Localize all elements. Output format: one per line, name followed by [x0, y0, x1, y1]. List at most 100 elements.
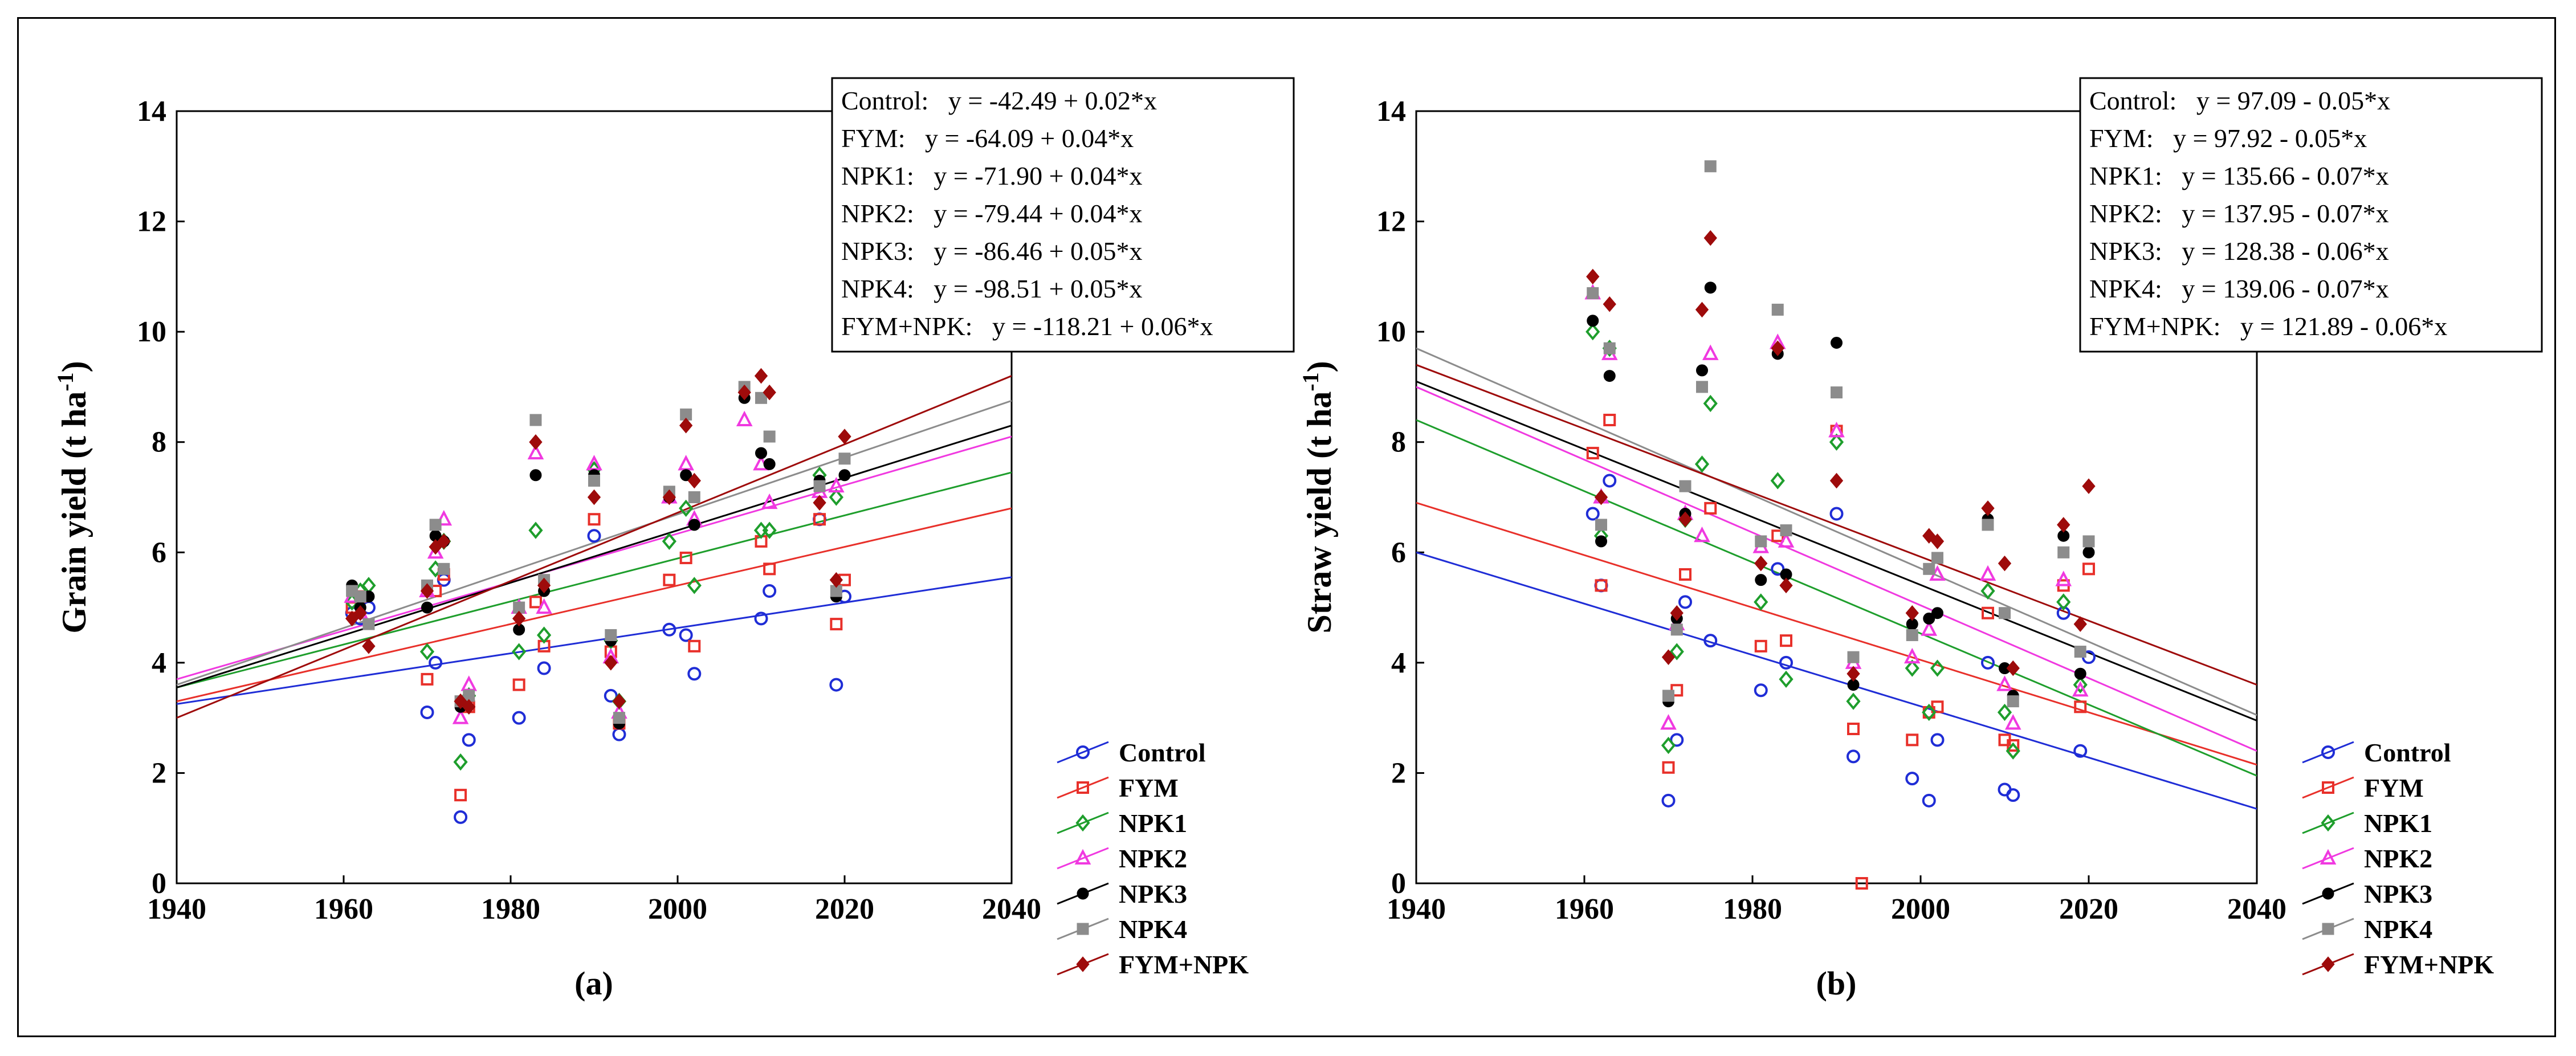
legend-label-fym-plus-npk: FYM+NPK [2364, 950, 2494, 979]
y-tick-label: 10 [1376, 316, 1406, 348]
data-point-npk2 [1694, 526, 1710, 543]
series-npk4 [346, 381, 851, 724]
fit-line-fym [1416, 502, 2257, 766]
data-point-npk4 [1587, 287, 1599, 299]
data-point-npk1 [419, 643, 435, 660]
data-point-control [2006, 788, 2020, 802]
equation-text: NPK4: y = 139.06 - 0.07*x [2089, 274, 2389, 303]
legend-label-fym: FYM [1119, 773, 1179, 802]
x-tick-label: 1980 [481, 893, 540, 925]
data-point-fym-plus-npk [1981, 500, 1995, 516]
data-point-fym-plus-npk [662, 489, 676, 505]
data-point-control [420, 705, 434, 719]
x-tick-label: 2040 [982, 893, 1041, 925]
data-point-npk2 [527, 443, 544, 460]
data-point-npk4 [1999, 607, 2011, 619]
data-point-npk1 [512, 643, 527, 660]
data-point-npk1 [536, 626, 552, 644]
data-point-npk4 [1906, 629, 1918, 641]
data-point-control [1603, 474, 1617, 488]
data-point-control [1661, 793, 1676, 808]
data-point-fym-plus-npk [420, 583, 434, 599]
panel-a: 0 2 4 6 8 10 12 14 1940 1960 1980 2000 2020 2040 Grain… [52, 77, 1295, 1002]
data-point-fym-plus-npk [754, 368, 768, 384]
equation-text: NPK2: y = -79.44 + 0.04*x [841, 199, 1143, 228]
legend-marker-fym-plus-npk [1076, 956, 1090, 972]
equation-text: NPK2: y = 137.95 - 0.07*x [2089, 199, 2389, 228]
data-point-fym-plus-npk [1771, 340, 1784, 356]
data-point-control [1670, 733, 1684, 747]
data-point-npk4 [1696, 381, 1708, 393]
y-axis-label: Straw yield (t ha-1) [1298, 361, 1339, 633]
legend-marker-control [1076, 745, 1090, 759]
data-point-fym-plus-npk [1594, 489, 1608, 505]
data-point-fym-plus-npk [612, 693, 626, 710]
data-point-npk2 [1778, 532, 1795, 548]
data-point-npk1 [1703, 394, 1718, 413]
data-point-npk1 [1754, 593, 1768, 611]
data-point-fym-plus-npk [1922, 528, 1936, 544]
legend-line-fym [1057, 776, 1109, 799]
data-point-npk1 [679, 499, 694, 517]
data-point-npk4 [1847, 651, 1860, 663]
data-point-npk1 [762, 521, 777, 539]
data-point-npk1 [2056, 593, 2071, 611]
legend-marker-npk4 [1077, 923, 1089, 935]
data-point-npk4 [429, 519, 442, 531]
data-point-fym-plus-npk [353, 605, 367, 621]
data-point-npk4 [1780, 524, 1792, 537]
y-tick-label: 4 [1391, 647, 1406, 679]
data-point-npk1 [662, 532, 676, 551]
data-point-fym-plus-npk [2082, 478, 2096, 494]
data-point-control [512, 711, 526, 725]
data-point-npk4 [2057, 546, 2070, 558]
data-point-fym [2082, 562, 2095, 576]
data-point-npk4 [1831, 386, 1843, 399]
fit-line-fym [177, 507, 1012, 703]
x-tick-label: 1940 [1387, 893, 1446, 925]
data-point-npk3 [2082, 546, 2095, 558]
data-point-control [687, 667, 702, 681]
data-point-control [1905, 772, 1919, 786]
data-point-fym [1586, 447, 1599, 460]
equation-text: FYM: y = -64.09 + 0.04*x [841, 124, 1134, 153]
data-point-fym [512, 678, 525, 691]
data-point-npk1 [528, 521, 543, 539]
x-tick-label: 1960 [314, 893, 373, 925]
y-tick-label: 0 [152, 867, 166, 900]
data-point-npk2 [1702, 344, 1719, 360]
data-point-npk4 [1679, 480, 1691, 492]
data-point-fym-plus-npk [529, 434, 543, 450]
data-point-npk3 [1704, 282, 1717, 294]
legend-label-npk3: NPK3 [1119, 879, 1187, 908]
data-point-fym [454, 789, 467, 802]
data-point-fym-plus-npk [2006, 660, 2020, 676]
equation-text: Control: y = 97.09 - 0.05*x [2089, 86, 2390, 115]
data-point-fym-plus-npk [587, 489, 601, 505]
data-point-fym-plus-npk [829, 572, 843, 588]
data-point-fym-plus-npk [1930, 533, 1945, 549]
data-point-npk4 [2007, 695, 2019, 708]
data-point-control [1678, 595, 1692, 609]
data-point-npk4 [763, 430, 776, 443]
data-point-npk3 [838, 469, 851, 482]
plot-area [176, 110, 1013, 884]
data-point-fym [1754, 639, 1767, 653]
equation-text: NPK3: y = 128.38 - 0.06*x [2089, 237, 2389, 266]
data-point-control [462, 733, 476, 747]
equation-text: FYM: y = 97.92 - 0.05*x [2089, 124, 2367, 153]
data-point-npk4 [1662, 690, 1674, 702]
data-point-npk4 [613, 712, 625, 724]
legend-marker-fym-plus-npk [2321, 956, 2335, 972]
legend-line-fym [2302, 776, 2354, 799]
equation-text: NPK4: y = -98.51 + 0.05*x [841, 274, 1143, 303]
series-fym-plus-npk [1586, 230, 2096, 682]
data-point-fym-plus-npk [437, 533, 451, 549]
data-point-control [537, 661, 551, 675]
data-point-fym-plus-npk [345, 610, 359, 627]
data-point-npk1 [1694, 455, 1710, 473]
y-tick-label: 10 [137, 316, 166, 348]
legend-marker-npk1 [1075, 814, 1090, 832]
